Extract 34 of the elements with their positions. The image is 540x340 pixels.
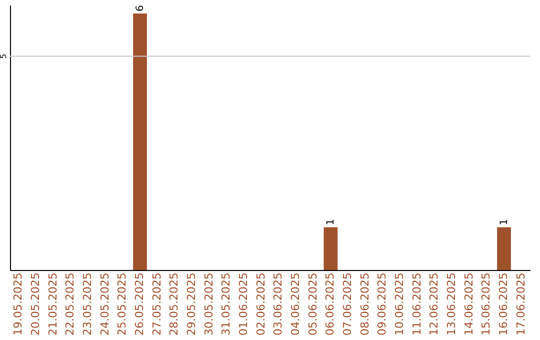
x-tick-label: 17.06.2025 [514, 272, 528, 336]
x-tick-label: 05.06.2025 [306, 272, 320, 336]
x-tick-label: 08.06.2025 [358, 272, 372, 336]
x-tick-label: 28.05.2025 [168, 272, 181, 336]
x-tick-label: 04.06.2025 [289, 272, 302, 336]
x-tick-label: 03.06.2025 [272, 272, 285, 336]
ref-line-label: 5 [0, 54, 8, 59]
x-tick-label: 21.05.2025 [46, 272, 60, 336]
x-tick-label: 30.05.2025 [202, 272, 216, 336]
data-label: 6 [135, 5, 146, 12]
x-tick-label: 14.06.2025 [462, 272, 476, 336]
x-tick-label: 13.06.2025 [445, 272, 458, 336]
x-tick-label: 10.06.2025 [393, 272, 406, 336]
x-tick-label: 31.05.2025 [220, 272, 233, 336]
x-tick-label: 15.06.2025 [480, 272, 493, 336]
x-tick-label: 16.06.2025 [497, 272, 510, 336]
x-tick-label: 24.05.2025 [98, 272, 112, 336]
data-label: 1 [499, 218, 510, 226]
x-tick-label: 29.05.2025 [185, 272, 198, 336]
x-tick-label: 20.05.2025 [29, 272, 42, 336]
x-tick-label: 06.06.2025 [324, 272, 337, 336]
x-tick-label: 22.05.2025 [64, 272, 77, 336]
x-tick-label: 11.06.2025 [410, 272, 424, 336]
x-tick-label: 09.06.2025 [376, 272, 389, 336]
x-tick-label: 07.06.2025 [341, 272, 354, 336]
x-tick-label: 27.05.2025 [150, 272, 164, 336]
x-tick-label: 01.06.2025 [237, 272, 250, 336]
x-tick-label: 23.05.2025 [81, 272, 94, 336]
x-tick-label: 19.05.2025 [12, 272, 25, 336]
data-label: 1 [326, 218, 337, 226]
x-tick-label: 26.05.2025 [133, 272, 146, 336]
x-tick-label: 12.06.2025 [428, 272, 441, 336]
x-tick-label: 02.06.2025 [254, 272, 268, 336]
x-tick-label: 25.05.2025 [116, 272, 129, 336]
